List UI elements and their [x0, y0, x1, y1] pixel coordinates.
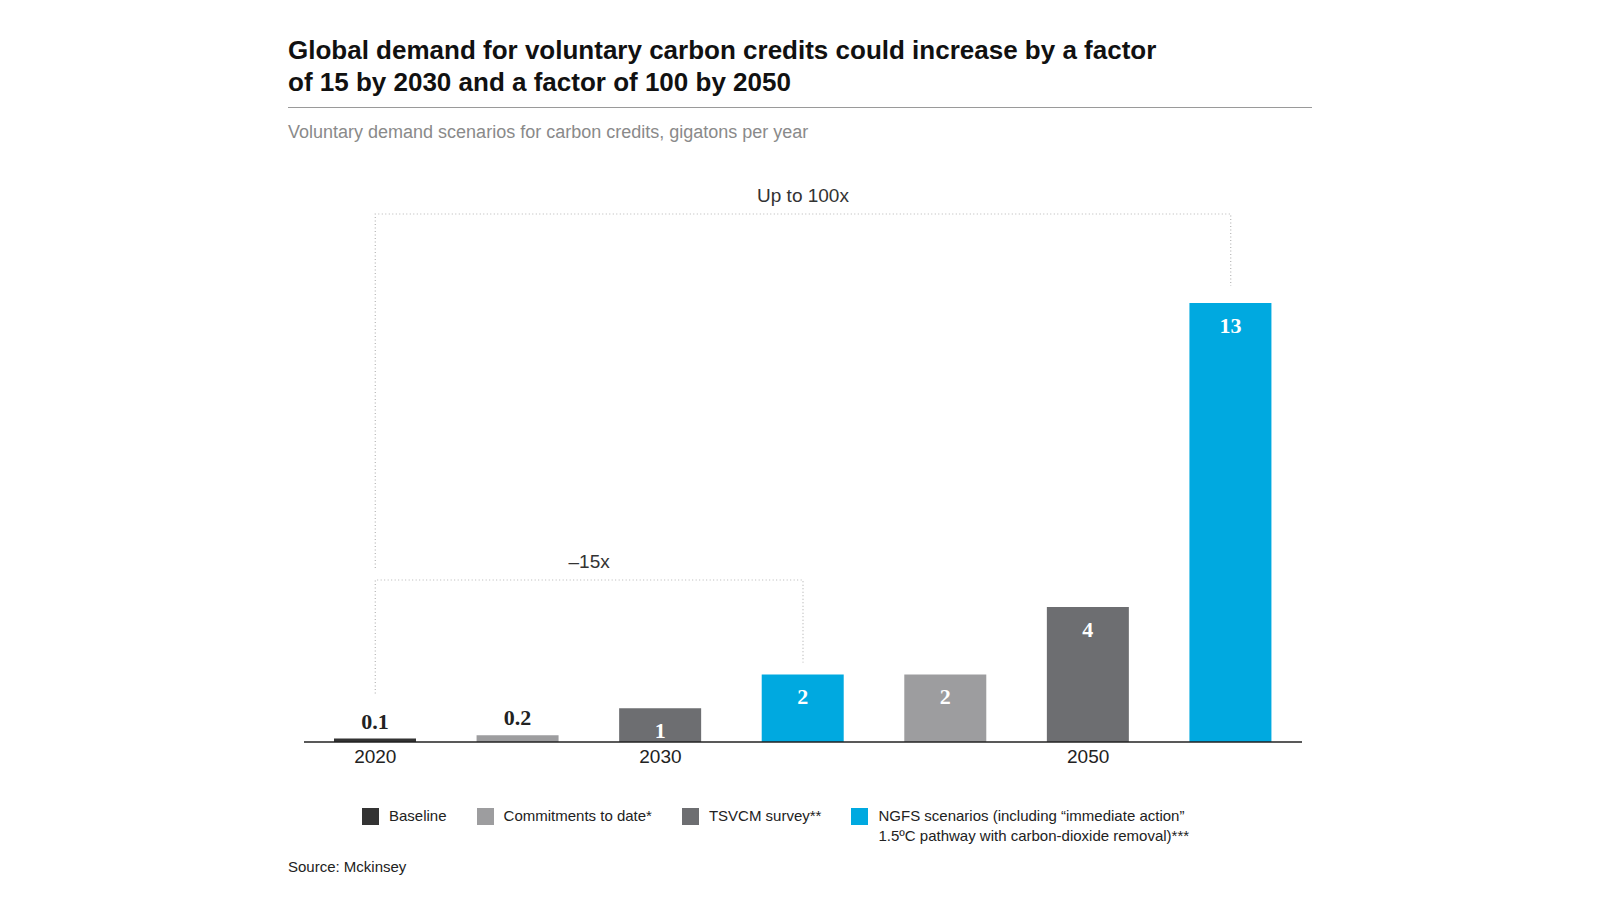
svg-text:2: 2	[940, 684, 951, 709]
html-text:Voluntary demand scenarios for: Voluntary demand scenarios for carbon cr…	[288, 122, 809, 142]
html-text:Source: Mckinsey: Source: Mckinsey	[288, 858, 407, 875]
svg-text:–15x: –15x	[569, 551, 611, 572]
svg-text:2020: 2020	[354, 746, 396, 767]
svg-text:2: 2	[797, 684, 808, 709]
svg-text:Up to 100x: Up to 100x	[757, 185, 849, 206]
html-text:TSVCM survey**: TSVCM survey**	[708, 807, 822, 824]
svg-text:4: 4	[1082, 617, 1093, 642]
html-text:NGFS scenarios (including “imm: NGFS scenarios (including “immediate act…	[878, 807, 1190, 844]
html-text:Global demand for voluntary ca: Global demand for voluntary carbon credi…	[288, 35, 1157, 97]
svg-text:0.1: 0.1	[361, 709, 389, 734]
svg-text:13: 13	[1219, 313, 1241, 338]
html-text:Commitments to date*: Commitments to date*	[503, 807, 652, 824]
svg-text:2030: 2030	[639, 746, 681, 767]
svg-text:2050: 2050	[1067, 746, 1109, 767]
svg-text:1: 1	[655, 718, 666, 743]
svg-text:0.2: 0.2	[504, 705, 532, 730]
html-text:Baseline: Baseline	[389, 807, 447, 824]
